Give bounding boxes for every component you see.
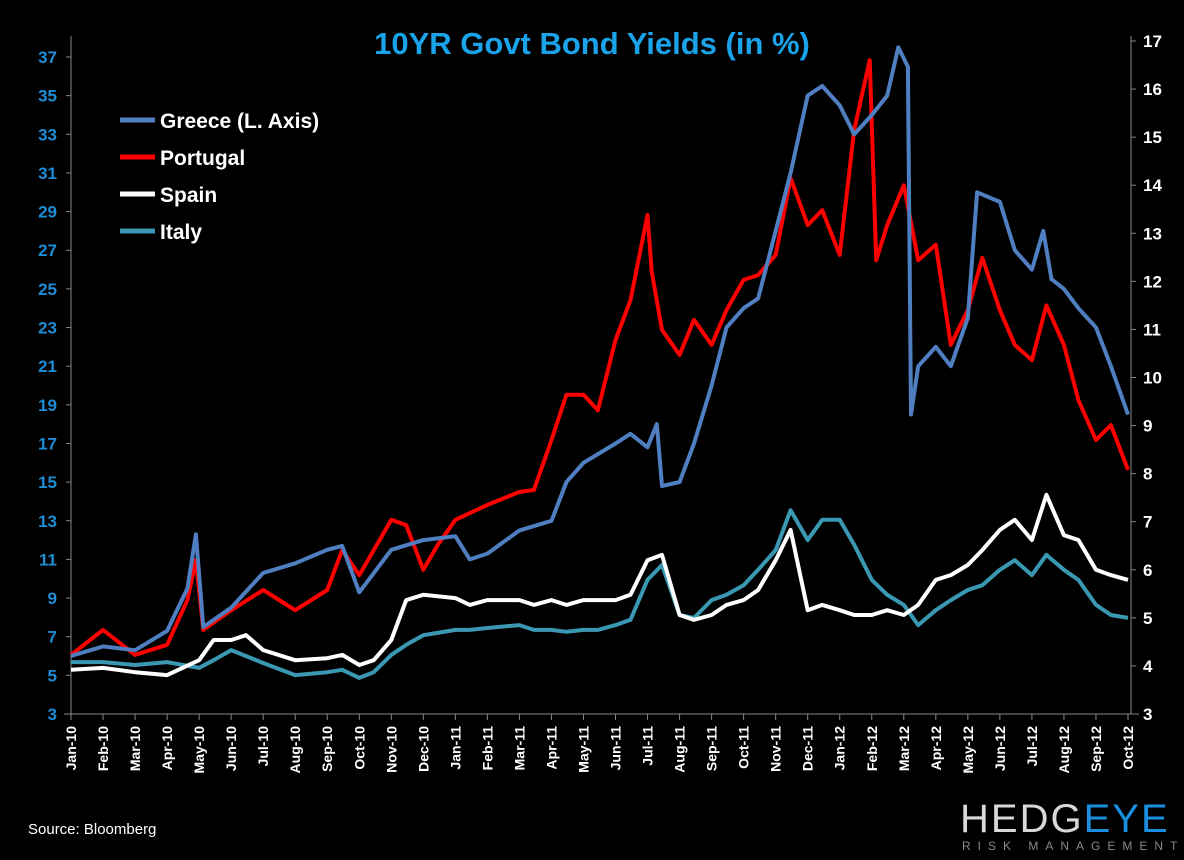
- left-tick-label: 31: [38, 164, 57, 183]
- x-tick-label: Apr-12: [928, 726, 944, 771]
- x-tick-label: Feb-11: [479, 726, 495, 771]
- x-tick-label: Feb-12: [864, 726, 880, 771]
- left-tick-label: 27: [38, 241, 57, 260]
- left-tick-label: 15: [38, 473, 57, 492]
- hedgeye-logo: HEDGEYE RISK MANAGEMENT: [960, 797, 1184, 853]
- left-tick-label: 23: [38, 319, 57, 338]
- source-note: Source: Bloomberg: [28, 821, 156, 838]
- right-tick-label: 3: [1143, 705, 1152, 724]
- x-tick-label: Jan-10: [63, 726, 79, 771]
- x-tick-label: Sep-11: [704, 726, 720, 771]
- left-tick-label: 5: [48, 666, 57, 685]
- x-tick-label: Oct-12: [1120, 726, 1136, 770]
- x-tick-label: May-12: [960, 726, 976, 774]
- x-tick-label: Sep-10: [319, 726, 335, 772]
- left-tick-label: 29: [38, 203, 57, 222]
- left-tick-label: 37: [38, 48, 57, 67]
- left-tick-label: 35: [38, 87, 57, 106]
- right-tick-label: 14: [1143, 176, 1162, 195]
- x-tick-label: Mar-11: [511, 726, 527, 771]
- right-tick-label: 11: [1143, 320, 1161, 339]
- x-tick-label: Jul-12: [1024, 726, 1040, 767]
- legend-label: Portugal: [160, 147, 245, 170]
- right-tick-label: 8: [1143, 465, 1152, 484]
- left-tick-label: 21: [38, 357, 57, 376]
- series-line-greece: [70, 45, 1130, 658]
- x-tick-label: Dec-10: [415, 726, 431, 772]
- x-tick-label: May-10: [191, 726, 207, 774]
- x-tick-label: Nov-11: [768, 726, 784, 772]
- x-tick-label: Feb-10: [95, 726, 111, 771]
- legend-label: Italy: [160, 221, 202, 244]
- x-tick-label: Aug-10: [287, 726, 303, 774]
- left-tick-label: 3: [48, 705, 57, 724]
- series-line-spain: [70, 492, 1129, 678]
- legend-label: Greece (L. Axis): [160, 110, 319, 133]
- x-tick-label: Mar-10: [127, 726, 143, 771]
- x-tick-label: Aug-11: [672, 726, 688, 773]
- x-tick-label: Oct-11: [736, 726, 752, 769]
- left-tick-label: 13: [38, 512, 57, 531]
- right-tick-label: 15: [1143, 128, 1162, 147]
- right-tick-label: 12: [1143, 272, 1162, 291]
- right-tick-label: 6: [1143, 561, 1152, 580]
- left-tick-label: 11: [39, 550, 57, 569]
- right-tick-label: 5: [1143, 609, 1152, 628]
- x-tick-label: Apr-11: [543, 726, 559, 770]
- x-tick-label: Jul-11: [640, 726, 656, 766]
- right-tick-label: 7: [1143, 513, 1152, 532]
- right-tick-label: 13: [1143, 224, 1162, 243]
- left-tick-label: 25: [38, 280, 57, 299]
- x-tick-label: Jun-12: [992, 726, 1008, 771]
- chart-title: 10YR Govt Bond Yields (in %): [374, 26, 810, 61]
- x-tick-label: May-11: [575, 726, 591, 773]
- left-tick-label: 17: [38, 434, 57, 453]
- x-tick-label: Mar-12: [896, 726, 912, 771]
- right-tick-label: 9: [1143, 417, 1152, 436]
- x-tick-label: Dec-11: [800, 726, 816, 771]
- svg-text:HEDGEYE: HEDGEYE: [960, 797, 1170, 841]
- right-tick-label: 17: [1143, 32, 1162, 51]
- left-tick-label: 9: [48, 589, 57, 608]
- x-tick-label: Jun-10: [223, 726, 239, 771]
- left-tick-label: 33: [38, 125, 57, 144]
- x-tick-label: Jan-12: [832, 726, 848, 771]
- x-tick-label: Aug-12: [1056, 726, 1072, 774]
- x-tick-label: Apr-10: [159, 726, 175, 771]
- right-tick-label: 4: [1143, 657, 1153, 676]
- x-tick-label: Jul-10: [255, 726, 271, 767]
- x-tick-label: Sep-12: [1088, 726, 1104, 772]
- x-tick-label: Jan-11: [447, 726, 463, 770]
- x-tick-label: Nov-10: [383, 726, 399, 773]
- legend-label: Spain: [160, 184, 217, 207]
- svg-text:RISK MANAGEMENT: RISK MANAGEMENT: [962, 839, 1184, 853]
- x-tick-label: Jun-11: [608, 726, 624, 771]
- left-tick-label: 19: [38, 396, 57, 415]
- right-tick-label: 10: [1143, 369, 1162, 388]
- left-tick-label: 7: [48, 628, 57, 647]
- x-tick-label: Oct-10: [351, 726, 367, 770]
- series-line-italy: [71, 508, 1129, 680]
- right-tick-label: 16: [1143, 80, 1162, 99]
